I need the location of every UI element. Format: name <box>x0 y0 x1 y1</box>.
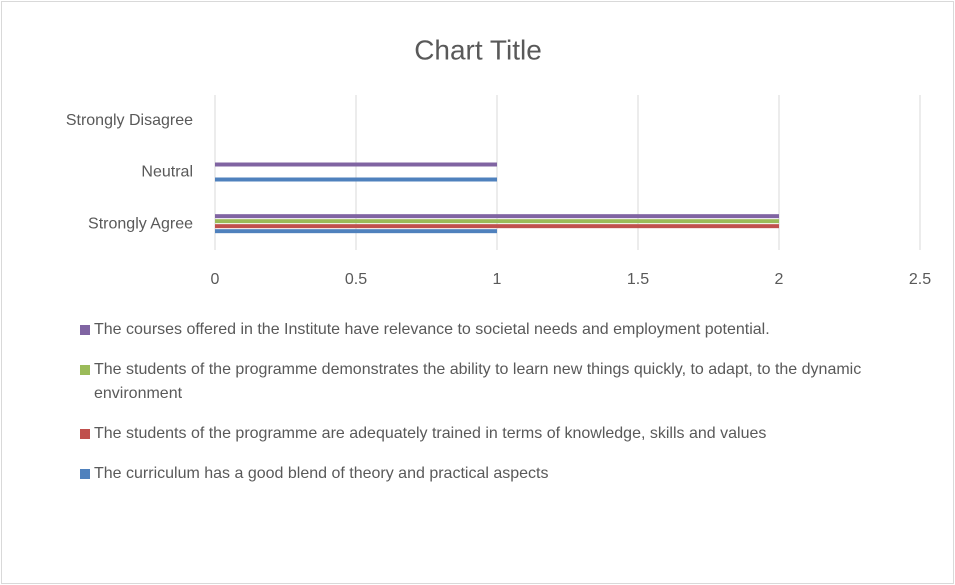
legend-label: The courses offered in the Institute hav… <box>94 321 770 338</box>
legend-entry: The students of the programme demonstrat… <box>80 358 910 406</box>
legend-label: The curriculum has a good blend of theor… <box>94 465 549 482</box>
legend-entry: The curriculum has a good blend of theor… <box>80 462 910 486</box>
legend-entry: The students of the programme are adequa… <box>80 422 910 446</box>
bar <box>215 219 779 224</box>
x-tick-label: 2.5 <box>909 271 931 288</box>
legend-swatch <box>80 325 90 335</box>
bar <box>215 177 497 182</box>
legend-label: The students of the programme demonstrat… <box>94 361 862 402</box>
bar <box>215 224 779 229</box>
bar <box>215 229 497 234</box>
legend-swatch <box>80 469 90 479</box>
x-tick-label: 2 <box>775 271 784 288</box>
x-tick-label: 0 <box>211 271 220 288</box>
x-tick-label: 1 <box>493 271 502 288</box>
legend-swatch <box>80 365 90 375</box>
bar <box>215 162 497 167</box>
x-tick-label: 0.5 <box>345 271 367 288</box>
legend-label: The students of the programme are adequa… <box>94 425 767 442</box>
x-tick-label: 1.5 <box>627 271 649 288</box>
legend: The courses offered in the Institute hav… <box>80 318 910 502</box>
y-tick-label: Strongly Agree <box>88 215 193 232</box>
legend-swatch <box>80 429 90 439</box>
y-tick-label: Neutral <box>141 164 193 181</box>
legend-entry: The courses offered in the Institute hav… <box>80 318 910 342</box>
bar <box>215 214 779 219</box>
y-tick-label: Strongly Disagree <box>66 112 193 129</box>
chart-title: Chart Title <box>414 34 542 65</box>
